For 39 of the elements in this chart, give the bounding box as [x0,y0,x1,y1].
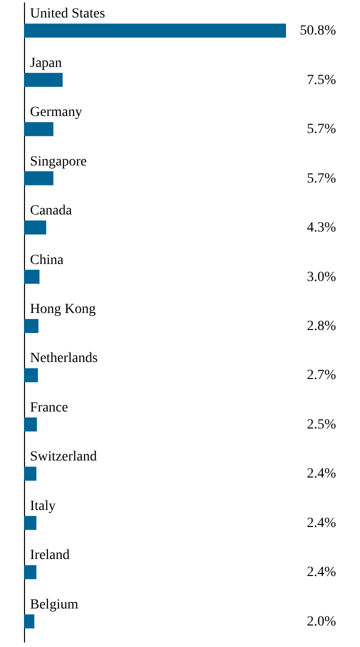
bar [24,171,54,186]
y-tick-label: Belgium [30,597,78,612]
y-tick-label: Italy [30,498,56,514]
data-label: 5.7% [306,171,336,186]
bar [24,466,36,481]
y-tick-label: Netherlands [30,351,98,366]
bar [24,220,46,235]
bar [24,565,36,580]
y-tick-label: Germany [30,105,82,120]
y-tick-label: United States [30,6,106,22]
y-tick-label: Singapore [30,154,87,170]
data-label: 2.8% [306,319,336,334]
y-tick-label: China [30,252,64,268]
bar [24,24,286,38]
y-tick-label: France [30,400,68,416]
data-label: 2.4% [306,565,336,580]
y-tick-label: Canada [30,204,73,219]
y-tick-label: Ireland [30,548,70,564]
bar [24,516,36,530]
bar [24,417,37,432]
y-tick-label: Hong Kong [30,302,96,317]
data-label: 2.7% [306,368,336,384]
data-label: 2.0% [306,614,336,630]
bar [24,614,34,628]
y-tick-label: Switzerland [30,450,97,465]
data-label: 4.3% [306,220,336,236]
bar [24,72,63,87]
data-label: 2.5% [306,417,336,432]
bar [24,319,38,333]
data-label: 2.4% [306,466,336,482]
data-label: 3.0% [306,270,336,285]
bar [24,270,40,284]
bar [24,368,38,382]
bar [24,122,54,136]
data-label: 5.7% [306,122,336,138]
data-label: 50.8% [300,24,336,39]
data-label: 2.4% [306,516,336,531]
data-label: 7.5% [306,72,336,88]
y-tick-label: Japan [30,56,62,71]
